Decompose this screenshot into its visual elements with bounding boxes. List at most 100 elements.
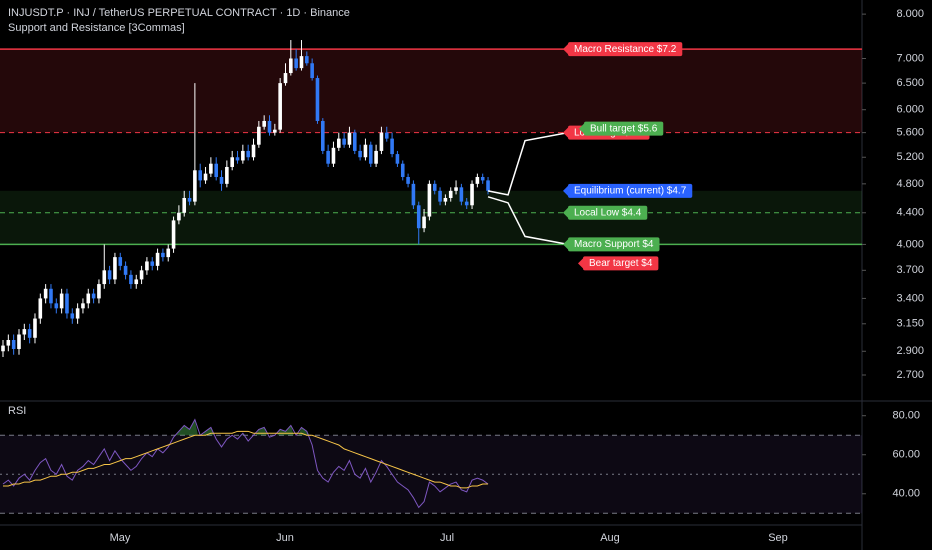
- candle-body: [315, 78, 320, 121]
- y-tick-label: 2.900: [896, 345, 924, 357]
- candle-body: [203, 173, 208, 181]
- candle-body: [214, 163, 218, 177]
- candle-body: [129, 274, 133, 285]
- chart-title: INJUSDT.P · INJ / TetherUS PERPETUAL CON…: [8, 7, 350, 19]
- candle-body: [118, 257, 123, 266]
- candle-body: [219, 176, 224, 184]
- y-tick-label: 4.000: [896, 238, 924, 250]
- x-tick-label: Jul: [440, 532, 454, 544]
- candle-body: [289, 58, 293, 74]
- y-tick-label: 4.800: [896, 178, 924, 190]
- candle-body: [65, 293, 69, 314]
- y-tick-label: 6.000: [896, 104, 924, 116]
- candle-body: [187, 197, 192, 202]
- candle-body: [448, 190, 453, 198]
- candle-body: [17, 334, 21, 349]
- candle-body: [113, 257, 117, 280]
- projection-line: [487, 131, 569, 196]
- level-label-box: [568, 183, 693, 198]
- candle-body: [326, 150, 330, 164]
- level-label: Macro Resistance $7.2: [563, 42, 683, 57]
- candle-body: [198, 170, 203, 181]
- candle-body: [177, 212, 181, 221]
- candle-body: [486, 180, 490, 191]
- candle-body: [161, 252, 165, 258]
- candle-body: [107, 270, 112, 280]
- candle-body: [432, 183, 437, 191]
- y-tick-label: 6.500: [896, 77, 924, 89]
- candle-body: [384, 132, 389, 139]
- candle-body: [235, 157, 240, 161]
- rsi-tick-label: 80.00: [892, 410, 920, 422]
- label-pointer: [563, 239, 568, 250]
- candle-body: [123, 265, 128, 275]
- level-label-text: Macro Resistance $7.2: [574, 44, 677, 55]
- x-tick-label: Jun: [276, 532, 294, 544]
- candle-body: [347, 132, 352, 145]
- rsi-line: [2, 418, 489, 509]
- candle-body: [27, 329, 32, 338]
- rsi-ma-line: [3, 430, 489, 489]
- candle-body: [49, 288, 53, 304]
- candle-body: [86, 293, 91, 304]
- candle-body: [38, 298, 43, 319]
- level-label-text: Equilibrium (current) $4.7: [574, 185, 687, 196]
- candle-body: [363, 144, 368, 158]
- candle-body: [331, 147, 336, 164]
- candle-body: [11, 340, 16, 349]
- rsi-band: [0, 435, 862, 514]
- candle-body: [321, 120, 325, 151]
- candle-body: [464, 201, 469, 206]
- x-tick-label: May: [110, 532, 131, 544]
- candle-body: [422, 216, 426, 229]
- candle-body: [150, 261, 155, 266]
- level-label-box: [568, 205, 648, 220]
- candle-body: [390, 138, 394, 155]
- candle-body: [352, 132, 357, 151]
- label-pointer: [563, 127, 568, 138]
- candle-body: [6, 340, 11, 346]
- y-tick-label: 5.600: [896, 127, 924, 139]
- candle-body: [193, 170, 197, 202]
- candle-body: [262, 120, 266, 127]
- label-pointer: [563, 44, 568, 55]
- level-label-box: [568, 42, 683, 57]
- candle-body: [209, 163, 213, 174]
- candle-body: [400, 163, 405, 177]
- y-tick-label: 4.400: [896, 207, 924, 219]
- candle-body: [358, 150, 362, 158]
- level-label: Local Low $4.4: [563, 205, 648, 220]
- label-pointer: [579, 123, 584, 134]
- level-label-box: [583, 256, 659, 271]
- candle-body: [342, 138, 346, 145]
- candle-body: [427, 183, 432, 217]
- x-tick-label: Aug: [600, 532, 620, 544]
- candle-body: [75, 308, 80, 319]
- candle-body: [22, 329, 27, 335]
- level-label-text: Bull target $5.6: [590, 123, 658, 134]
- rsi-title: RSI: [8, 405, 26, 417]
- candle-body: [416, 205, 421, 229]
- candle-body: [54, 303, 59, 309]
- candle-body: [139, 270, 144, 280]
- y-tick-label: 3.700: [896, 264, 924, 276]
- y-tick-label: 5.200: [896, 151, 924, 163]
- candle-body: [411, 183, 416, 206]
- candle-body: [480, 176, 485, 181]
- candle-body: [166, 248, 171, 258]
- candle-body: [443, 197, 448, 202]
- candle-body: [368, 144, 373, 164]
- candle-body: [81, 303, 85, 309]
- label-pointer: [563, 185, 568, 196]
- x-tick-label: Sep: [768, 532, 788, 544]
- candle-body: [33, 318, 37, 338]
- candle-body: [225, 166, 229, 184]
- candle-body: [1, 345, 5, 352]
- candle-body: [283, 73, 288, 84]
- candle-body: [182, 197, 187, 213]
- candle-body: [336, 138, 341, 148]
- candle-body: [294, 58, 298, 69]
- candle-body: [230, 157, 234, 167]
- candle-body: [310, 63, 314, 79]
